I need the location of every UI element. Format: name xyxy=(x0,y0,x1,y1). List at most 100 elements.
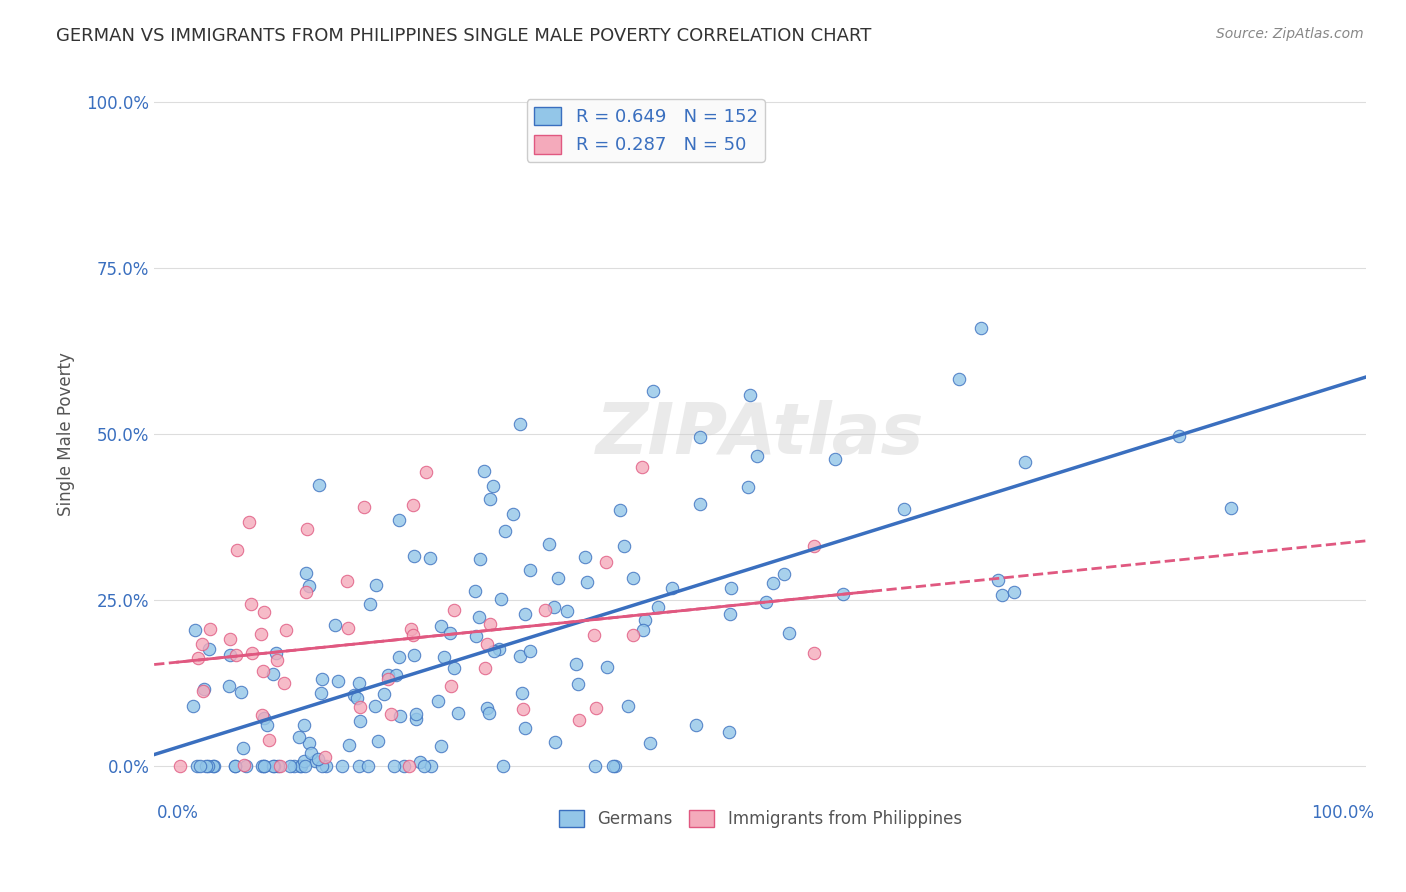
Point xyxy=(468,609,491,624)
Point xyxy=(294,759,316,773)
Point xyxy=(184,624,207,638)
Point xyxy=(298,735,321,749)
Point xyxy=(513,722,536,736)
Point xyxy=(290,759,312,773)
Point xyxy=(533,603,555,617)
Point xyxy=(349,714,371,728)
Point xyxy=(409,755,432,769)
Point xyxy=(405,712,427,726)
Point xyxy=(311,672,333,686)
Point xyxy=(359,597,381,611)
Point xyxy=(385,668,408,682)
Point xyxy=(225,648,247,662)
Point xyxy=(474,661,496,675)
Point xyxy=(295,523,318,537)
Point xyxy=(315,759,337,773)
Point xyxy=(510,686,533,700)
Point xyxy=(191,637,214,651)
Point xyxy=(555,604,578,618)
Point xyxy=(617,698,640,713)
Point xyxy=(330,759,353,773)
Point xyxy=(388,709,411,723)
Point xyxy=(380,707,402,722)
Point xyxy=(264,646,287,660)
Point xyxy=(747,449,769,463)
Point xyxy=(824,451,846,466)
Point xyxy=(382,759,405,773)
Point xyxy=(278,759,301,773)
Point xyxy=(295,566,318,581)
Point xyxy=(377,668,399,682)
Point xyxy=(239,597,262,611)
Point xyxy=(583,759,606,773)
Point xyxy=(347,759,370,773)
Point xyxy=(299,746,322,760)
Point xyxy=(415,465,437,479)
Point xyxy=(621,628,644,642)
Point xyxy=(489,592,512,607)
Point xyxy=(253,759,276,773)
Point xyxy=(634,613,657,627)
Text: ZIPAtlas: ZIPAtlas xyxy=(596,400,925,468)
Point xyxy=(576,574,599,589)
Point xyxy=(266,759,288,773)
Point xyxy=(603,759,626,773)
Point xyxy=(482,479,505,493)
Point xyxy=(392,759,415,773)
Point xyxy=(339,738,361,752)
Point xyxy=(198,641,221,656)
Point xyxy=(314,749,336,764)
Point xyxy=(609,503,631,517)
Point xyxy=(240,646,263,660)
Point xyxy=(478,616,501,631)
Point xyxy=(720,581,742,595)
Point xyxy=(219,632,242,646)
Point xyxy=(405,706,427,721)
Point xyxy=(169,759,191,773)
Point xyxy=(803,539,825,553)
Point xyxy=(661,581,683,595)
Point xyxy=(718,725,741,739)
Point xyxy=(740,388,762,402)
Point xyxy=(195,759,218,773)
Point xyxy=(364,578,387,592)
Point xyxy=(388,649,411,664)
Point xyxy=(290,759,312,773)
Point xyxy=(262,666,284,681)
Point xyxy=(363,699,385,714)
Point xyxy=(472,464,495,478)
Point xyxy=(468,552,491,566)
Point xyxy=(564,657,586,671)
Point xyxy=(250,627,273,641)
Point xyxy=(477,701,499,715)
Point xyxy=(297,579,319,593)
Point xyxy=(647,599,669,614)
Point xyxy=(311,759,333,773)
Point xyxy=(465,629,488,643)
Point xyxy=(443,602,465,616)
Point xyxy=(567,677,589,691)
Point xyxy=(831,587,853,601)
Point xyxy=(772,566,794,581)
Point xyxy=(433,649,456,664)
Point xyxy=(1014,455,1036,469)
Text: Source: ZipAtlas.com: Source: ZipAtlas.com xyxy=(1216,27,1364,41)
Point xyxy=(252,759,274,773)
Point xyxy=(232,757,254,772)
Point xyxy=(292,754,315,768)
Point xyxy=(402,628,425,642)
Point xyxy=(991,588,1014,602)
Point xyxy=(388,513,411,527)
Point xyxy=(283,759,305,773)
Point xyxy=(585,701,607,715)
Point xyxy=(426,694,449,708)
Point xyxy=(512,702,534,716)
Point xyxy=(583,628,606,642)
Point xyxy=(181,698,204,713)
Point xyxy=(263,759,285,773)
Point xyxy=(257,732,280,747)
Point xyxy=(755,595,778,609)
Point xyxy=(325,617,347,632)
Point xyxy=(893,502,915,516)
Point xyxy=(273,676,295,690)
